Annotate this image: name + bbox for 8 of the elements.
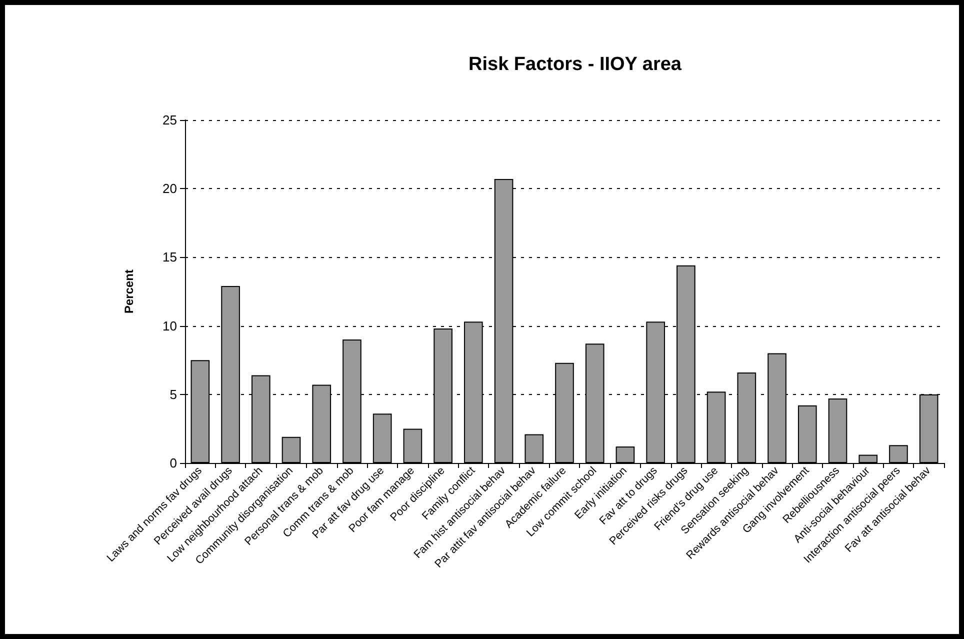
y-tick-label: 5: [170, 386, 177, 402]
y-axis-title: Percent: [122, 269, 136, 314]
y-tick-label: 20: [162, 181, 177, 196]
y-tick-label: 0: [170, 456, 177, 470]
chart-title: Risk Factors - IIOY area: [468, 54, 682, 75]
y-tick-label: 25: [162, 112, 177, 128]
y-tick-label: 15: [162, 250, 177, 265]
y-tick-label: 10: [162, 318, 177, 334]
